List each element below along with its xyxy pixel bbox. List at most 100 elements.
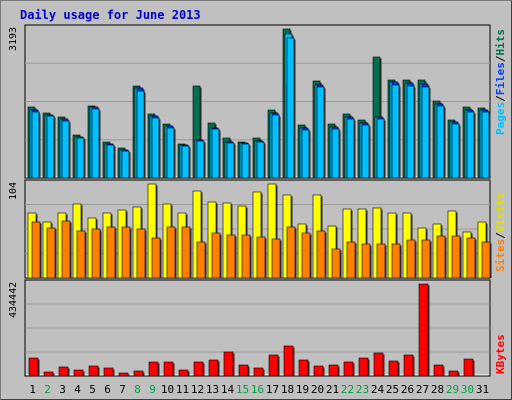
day-label-20: 20 (311, 383, 324, 396)
legend-sep-2: / (494, 55, 507, 63)
legend-visits: Visits (494, 192, 507, 233)
files-front-bar-22 (346, 118, 355, 179)
sites-bar-18 (286, 226, 296, 279)
kbytes-bar-5 (88, 365, 99, 377)
kbytes-bar-1 (28, 357, 39, 377)
legend-hits: Hits (494, 29, 507, 56)
ymax-label-visits: 104 (8, 181, 19, 200)
sites-bar-2 (46, 227, 56, 279)
kbytes-bar-27 (418, 283, 429, 377)
files-front-bar-2 (46, 115, 55, 179)
day-label-13: 13 (206, 383, 219, 396)
sites-bar-13 (211, 232, 221, 279)
sites-bar-28 (436, 235, 446, 279)
day-label-10: 10 (161, 383, 174, 396)
sites-bar-9 (151, 237, 161, 279)
legend-sep-3: / (494, 232, 507, 239)
files-front-bar-8 (136, 90, 145, 179)
day-label-3: 3 (59, 383, 66, 396)
files-front-bar-31 (481, 111, 490, 179)
sites-bar-6 (106, 226, 116, 279)
files-front-bar-28 (436, 105, 445, 179)
legend-pages: Pages (494, 101, 507, 135)
files-front-bar-15 (241, 143, 250, 179)
kbytes-bar-18 (283, 345, 294, 377)
sites-bar-12 (196, 241, 206, 279)
files-front-bar-24 (376, 118, 385, 179)
sites-bar-20 (316, 230, 326, 279)
sites-bar-1 (31, 221, 41, 279)
kbytes-bar-6 (103, 367, 114, 377)
legend-sep-1: / (494, 95, 507, 102)
files-front-bar-7 (121, 150, 130, 179)
files-front-bar-16 (256, 141, 265, 179)
sites-bar-14 (226, 234, 236, 279)
day-label-27: 27 (416, 383, 429, 396)
day-label-7: 7 (119, 383, 126, 396)
files-front-bar-20 (316, 86, 325, 179)
day-label-8: 8 (134, 383, 141, 396)
day-label-25: 25 (386, 383, 399, 396)
kbytes-bar-3 (58, 366, 69, 377)
day-label-14: 14 (221, 383, 235, 396)
files-front-bar-4 (76, 137, 85, 179)
sites-bar-31 (481, 241, 491, 279)
sites-bar-19 (301, 232, 311, 279)
day-label-29: 29 (446, 383, 459, 396)
sites-bar-21 (331, 248, 341, 279)
files-front-bar-1 (31, 111, 40, 179)
files-front-bar-13 (211, 128, 220, 179)
kbytes-bar-7 (118, 372, 129, 377)
day-label-15: 15 (236, 383, 249, 396)
kbytes-bar-9 (148, 361, 159, 377)
day-label-23: 23 (356, 383, 369, 396)
sites-bar-5 (91, 228, 101, 279)
legend-files: Files (494, 62, 507, 96)
day-label-21: 21 (326, 383, 339, 396)
day-label-19: 19 (296, 383, 309, 396)
sites-bar-15 (241, 234, 251, 279)
sites-bar-24 (376, 243, 386, 279)
kbytes-bar-26 (403, 354, 414, 377)
kbytes-bar-15 (238, 364, 249, 377)
kbytes-bar-29 (448, 370, 459, 377)
sites-bar-22 (346, 241, 356, 279)
legend-top: Pages/Files/Hits (494, 29, 507, 135)
day-label-1: 1 (29, 383, 36, 396)
files-front-bar-3 (61, 120, 70, 179)
sites-bar-30 (466, 237, 476, 279)
sites-bar-8 (136, 228, 146, 279)
day-label-18: 18 (281, 383, 294, 396)
legend-sites: Sites (494, 238, 507, 272)
kbytes-bar-20 (313, 365, 324, 377)
kbytes-bar-19 (298, 359, 309, 377)
sites-bar-16 (256, 236, 266, 279)
day-label-28: 28 (431, 383, 444, 396)
sites-bar-7 (121, 226, 131, 279)
day-label-24: 24 (371, 383, 385, 396)
day-label-2: 2 (44, 383, 51, 396)
day-label-4: 4 (74, 383, 81, 396)
files-front-bar-30 (466, 111, 475, 179)
day-label-11: 11 (176, 383, 189, 396)
day-label-17: 17 (266, 383, 279, 396)
files-front-bar-26 (406, 85, 415, 179)
files-front-bar-19 (301, 129, 310, 179)
files-front-bar-12 (196, 140, 205, 179)
sites-bar-10 (166, 226, 176, 279)
kbytes-bar-30 (463, 358, 474, 377)
kbytes-bar-21 (328, 364, 339, 377)
files-front-bar-23 (361, 124, 370, 179)
sites-bar-17 (271, 238, 281, 279)
day-label-31: 31 (476, 383, 489, 396)
kbytes-bar-14 (223, 351, 234, 377)
kbytes-bar-2 (43, 371, 54, 377)
day-label-30: 30 (461, 383, 474, 396)
day-label-22: 22 (341, 383, 354, 396)
sites-bar-11 (181, 226, 191, 279)
ymax-label-kbytes: 434442 (8, 281, 19, 318)
kbytes-bar-22 (343, 361, 354, 377)
sites-bar-29 (451, 235, 461, 279)
files-front-bar-18 (286, 37, 295, 179)
